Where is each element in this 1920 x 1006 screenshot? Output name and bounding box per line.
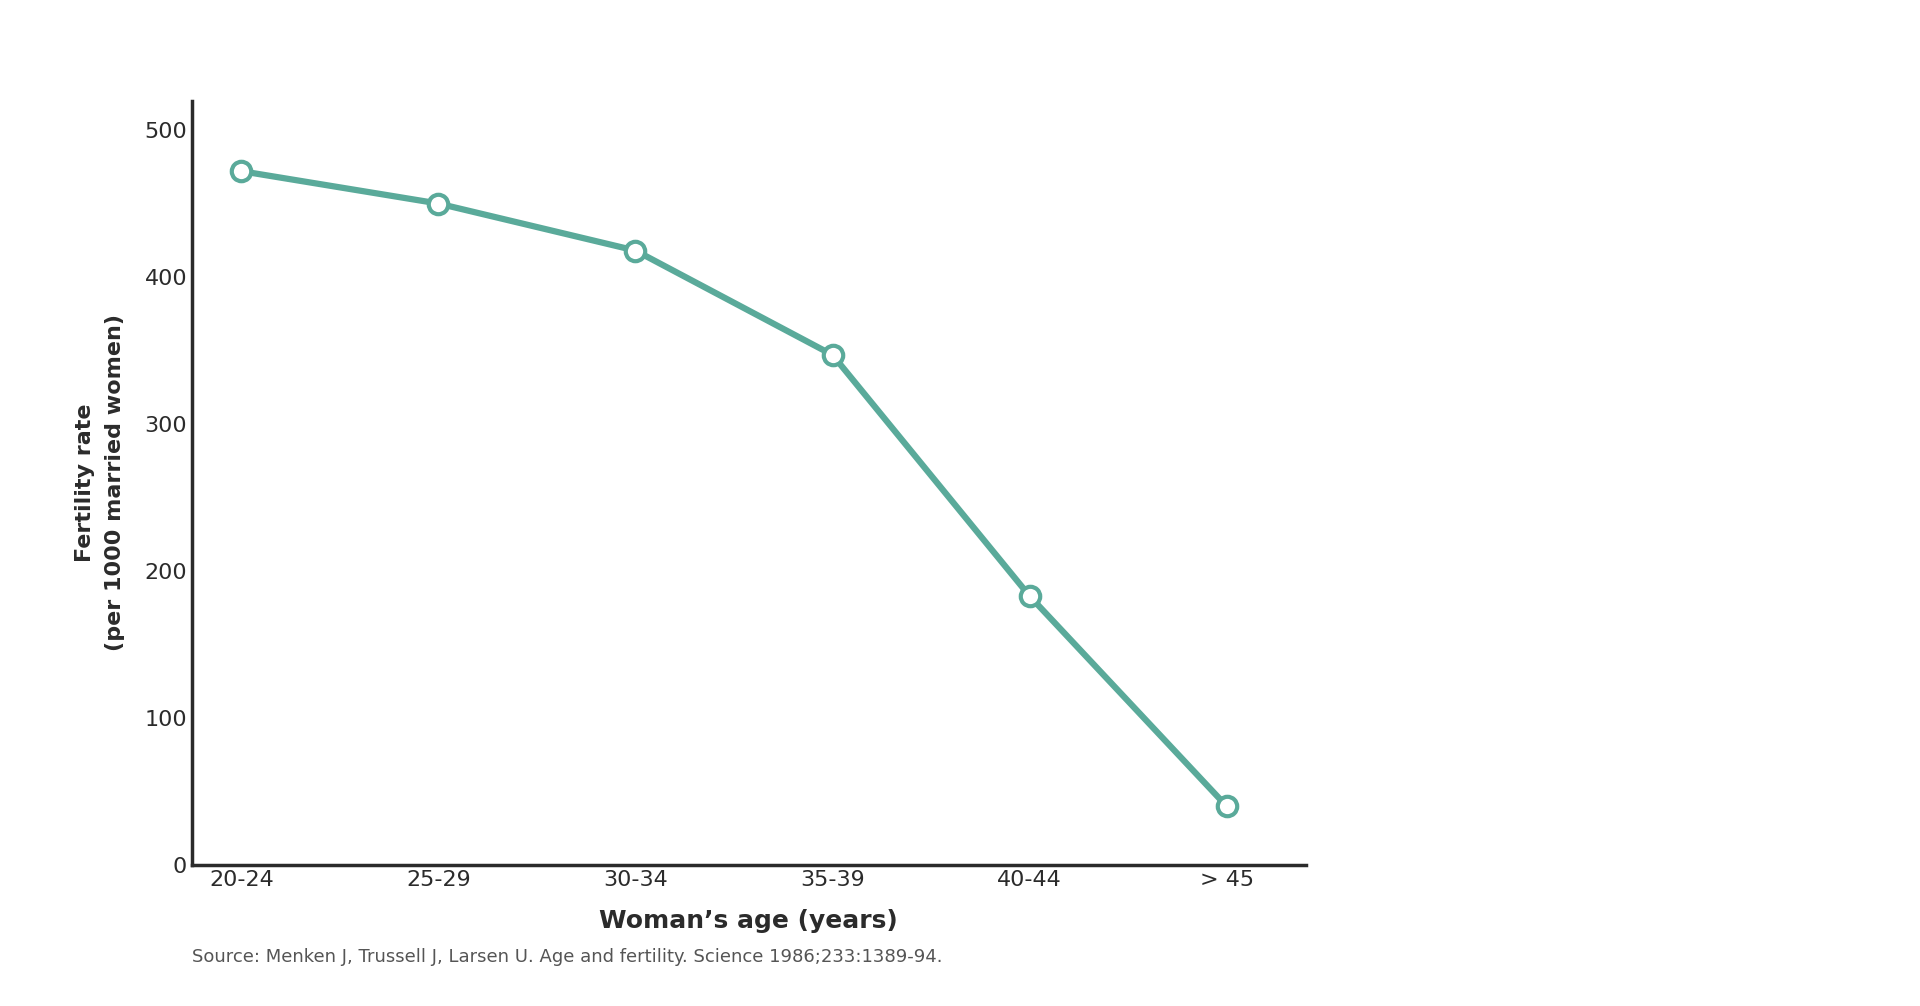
Y-axis label: Fertility rate
(per 1000 married women): Fertility rate (per 1000 married women) (75, 315, 125, 651)
X-axis label: Woman’s age (years): Woman’s age (years) (599, 909, 899, 934)
Text: Source: Menken J, Trussell J, Larsen U. Age and fertility. Science 1986;233:1389: Source: Menken J, Trussell J, Larsen U. … (192, 948, 943, 966)
